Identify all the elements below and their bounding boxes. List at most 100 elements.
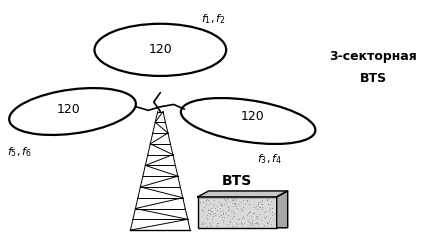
Point: [263, 220, 270, 224]
Point: [246, 220, 253, 224]
Text: 120: 120: [148, 43, 172, 56]
Point: [263, 209, 270, 213]
Point: [209, 204, 216, 208]
Point: [264, 202, 271, 206]
Point: [221, 198, 228, 202]
Polygon shape: [198, 191, 288, 197]
Point: [216, 209, 223, 213]
Point: [248, 220, 255, 224]
Point: [198, 208, 205, 212]
Point: [269, 218, 276, 222]
Point: [239, 208, 246, 212]
Point: [254, 214, 261, 218]
Point: [246, 221, 254, 225]
Point: [266, 202, 273, 206]
Point: [204, 198, 211, 202]
Point: [254, 203, 262, 207]
Point: [263, 221, 271, 225]
Point: [238, 200, 245, 204]
Point: [252, 221, 259, 225]
Point: [213, 221, 220, 225]
Point: [217, 203, 224, 207]
Ellipse shape: [95, 24, 226, 76]
Point: [220, 210, 227, 213]
Point: [262, 216, 269, 220]
Point: [267, 199, 275, 203]
Point: [198, 221, 206, 225]
Point: [254, 216, 262, 220]
Point: [199, 222, 206, 226]
Point: [238, 217, 245, 220]
Point: [225, 222, 232, 226]
Point: [227, 220, 234, 224]
Point: [258, 198, 265, 202]
Point: [232, 204, 239, 208]
Point: [247, 222, 254, 226]
Point: [208, 224, 215, 228]
Point: [249, 218, 256, 222]
Point: [228, 216, 236, 220]
Point: [208, 210, 215, 214]
Point: [252, 204, 259, 208]
Point: [240, 198, 247, 202]
Point: [250, 211, 258, 214]
Point: [230, 211, 237, 215]
Point: [254, 208, 261, 212]
Point: [201, 205, 208, 209]
Point: [246, 218, 253, 221]
Point: [246, 223, 253, 227]
Point: [224, 204, 231, 208]
Point: [198, 207, 205, 211]
Point: [255, 212, 262, 216]
Text: BTS: BTS: [360, 72, 387, 85]
Point: [235, 217, 242, 221]
Point: [243, 213, 250, 217]
Point: [246, 210, 253, 214]
Point: [244, 198, 251, 202]
Point: [211, 206, 218, 210]
Point: [263, 197, 270, 201]
Point: [227, 209, 234, 213]
Point: [258, 202, 265, 206]
Point: [209, 218, 216, 221]
Point: [225, 207, 233, 211]
Ellipse shape: [181, 98, 315, 144]
Point: [246, 202, 253, 206]
Text: $f_3, f_4$: $f_3, f_4$: [258, 152, 283, 166]
Point: [255, 205, 262, 209]
Point: [232, 202, 239, 206]
Point: [198, 222, 205, 226]
Point: [243, 199, 250, 203]
Point: [216, 202, 224, 206]
Point: [253, 214, 260, 218]
Point: [256, 200, 263, 204]
Point: [205, 202, 212, 206]
Point: [254, 200, 262, 204]
Point: [270, 212, 277, 216]
Point: [266, 216, 273, 219]
Point: [224, 213, 231, 217]
Point: [203, 197, 211, 201]
Point: [268, 206, 275, 210]
Point: [223, 197, 230, 201]
Point: [218, 203, 225, 207]
Point: [265, 208, 272, 212]
Point: [254, 203, 261, 206]
Point: [268, 213, 276, 217]
Ellipse shape: [9, 88, 136, 135]
Point: [211, 212, 218, 215]
Point: [235, 202, 242, 206]
Point: [229, 201, 236, 205]
Point: [260, 210, 267, 214]
Point: [212, 223, 220, 227]
Text: 3-секторная: 3-секторная: [329, 51, 417, 63]
Point: [241, 201, 248, 205]
Point: [211, 202, 218, 206]
Point: [206, 221, 213, 225]
Point: [224, 208, 231, 212]
Point: [250, 205, 257, 209]
Point: [250, 223, 257, 227]
Point: [240, 205, 247, 209]
Point: [234, 222, 241, 226]
Point: [219, 201, 226, 204]
